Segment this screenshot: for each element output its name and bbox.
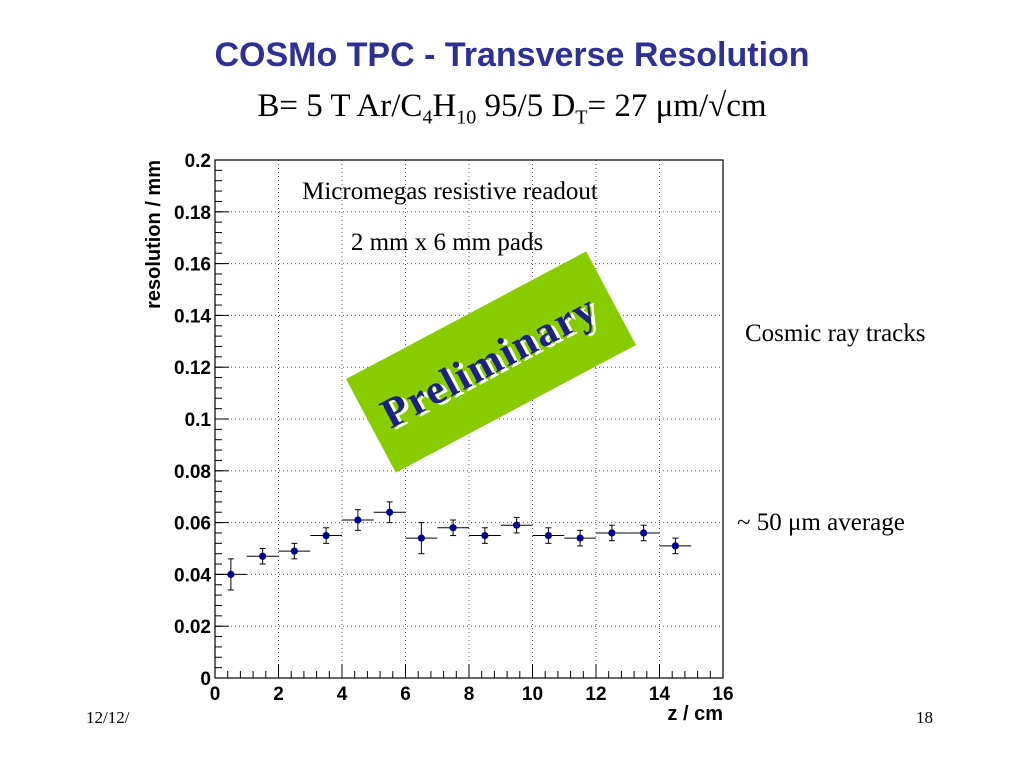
- subtitle-sub-2: 10: [456, 106, 477, 129]
- x-axis-label: z / cm: [667, 703, 723, 725]
- data-point: [659, 537, 692, 555]
- y-tick-label: 0.04: [174, 565, 211, 586]
- data-marker: [386, 508, 394, 516]
- x-tick-label: 12: [585, 684, 606, 705]
- data-marker: [227, 570, 235, 579]
- data-point: [469, 527, 501, 544]
- y-tick-label: 0.2: [185, 151, 211, 172]
- data-point: [627, 524, 660, 542]
- y-axis-label: resolution / mm: [143, 160, 165, 309]
- note-average: ~ 50 μm average: [737, 509, 905, 536]
- subtitle-sub-3: T: [575, 106, 588, 129]
- x-tick-label: 14: [649, 684, 671, 705]
- data-point: [278, 542, 311, 560]
- note-cosmic-ray-tracks: Cosmic ray tracks: [745, 320, 926, 347]
- data-point: [437, 519, 469, 537]
- data-marker: [608, 529, 616, 537]
- annotation-readout: Micromegas resistive readout: [302, 178, 598, 205]
- y-tick-label: 0.14: [174, 306, 211, 327]
- data-point: [532, 527, 565, 544]
- subtitle-part-2: H: [432, 88, 457, 124]
- slide-number: 18: [916, 708, 933, 727]
- y-tick-label: 0.02: [174, 617, 211, 638]
- y-tick-label: 0: [200, 669, 211, 690]
- subtitle-part-1: B= 5 T Ar/C: [257, 88, 423, 124]
- data-marker: [544, 531, 552, 540]
- x-tick-label: 4: [337, 684, 348, 705]
- subtitle-part-3: 95/5 D: [476, 88, 576, 124]
- data-marker: [322, 531, 330, 540]
- x-tick-label: 8: [464, 684, 475, 705]
- data-marker: [449, 524, 457, 532]
- data-marker: [640, 529, 648, 537]
- x-tick-label: 16: [712, 684, 733, 705]
- annotation-pads: 2 mm x 6 mm pads: [351, 229, 543, 256]
- data-point: [596, 524, 628, 542]
- data-marker: [576, 534, 584, 542]
- y-tick-label: 0.08: [174, 462, 211, 483]
- data-point: [373, 501, 406, 524]
- slide-title: COSMo TPC - Transverse Resolution: [214, 36, 810, 74]
- y-tick-label: 0.1: [185, 410, 212, 431]
- y-tick-label: 0.18: [174, 203, 211, 224]
- subtitle-part-4: = 27 μm/√cm: [587, 88, 767, 124]
- y-tick-label: 0.12: [174, 358, 211, 379]
- data-marker: [259, 552, 267, 560]
- data-marker: [671, 542, 679, 550]
- data-point: [342, 509, 374, 531]
- x-tick-label: 2: [273, 684, 284, 705]
- data-marker: [481, 531, 489, 540]
- grid-lines: [215, 160, 723, 678]
- data-point: [500, 516, 533, 534]
- preliminary-stamp-background: [346, 251, 636, 473]
- x-tick-label: 6: [400, 684, 411, 705]
- slide-subtitle: B= 5 T Ar/C4H10 95/5 DT= 27 μm/√cm: [0, 88, 1024, 130]
- subtitle-sub-1: 4: [422, 106, 433, 129]
- y-tick-label: 0.06: [174, 514, 211, 535]
- data-point: [215, 558, 247, 591]
- data-point: [310, 527, 342, 544]
- x-tick-label: 0: [210, 684, 221, 705]
- x-tick-label: 10: [522, 684, 543, 705]
- data-point: [405, 522, 438, 555]
- y-tick-label: 0.16: [174, 255, 211, 276]
- data-point: [246, 548, 279, 565]
- data-marker: [354, 516, 362, 524]
- footer-date: 12/12/: [86, 708, 130, 727]
- data-marker: [290, 547, 298, 555]
- data-marker: [417, 534, 425, 542]
- data-marker: [513, 521, 521, 529]
- data-point: [564, 529, 596, 547]
